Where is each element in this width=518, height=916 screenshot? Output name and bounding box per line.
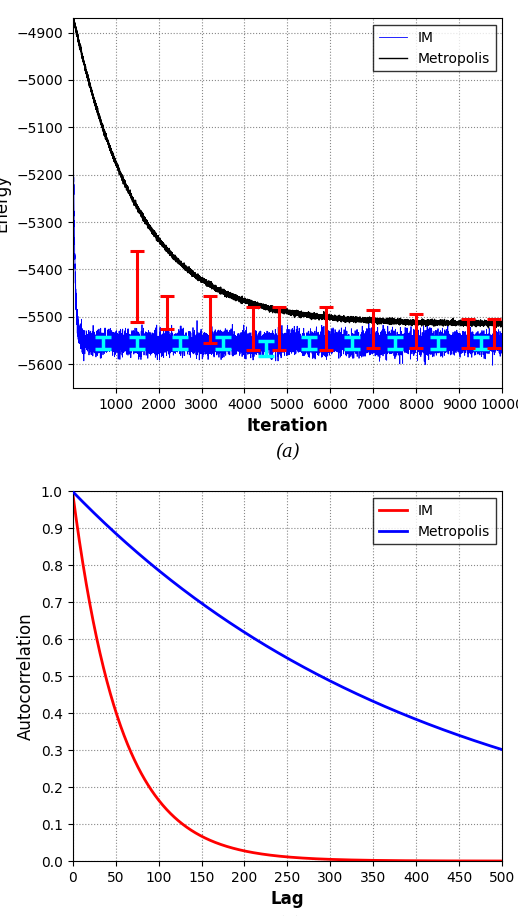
Legend: IM, Metropolis: IM, Metropolis bbox=[373, 498, 496, 544]
IM bbox=[87, 335, 93, 346]
Metropolis bbox=[156, 566, 163, 577]
Metropolis bbox=[280, 306, 286, 317]
X-axis label: Lag: Lag bbox=[271, 890, 304, 909]
Metropolis bbox=[69, 485, 76, 496]
Y-axis label: Autocorrelation: Autocorrelation bbox=[17, 613, 35, 740]
Legend: IM, Metropolis: IM, Metropolis bbox=[373, 26, 496, 71]
Metropolis bbox=[420, 716, 426, 727]
IM bbox=[490, 360, 496, 371]
Y-axis label: Energy: Energy bbox=[0, 174, 10, 232]
IM bbox=[280, 336, 286, 347]
Metropolis bbox=[405, 711, 411, 722]
IM bbox=[450, 856, 456, 867]
IM bbox=[477, 338, 483, 349]
IM bbox=[499, 856, 506, 867]
IM bbox=[69, 485, 76, 496]
IM bbox=[71, 237, 78, 248]
IM bbox=[69, 14, 76, 25]
X-axis label: Iteration: Iteration bbox=[247, 417, 328, 435]
Metropolis bbox=[95, 108, 102, 119]
Line: IM: IM bbox=[73, 491, 502, 861]
IM bbox=[420, 856, 426, 867]
Metropolis bbox=[499, 320, 506, 331]
IM bbox=[154, 338, 160, 349]
Line: Metropolis: Metropolis bbox=[73, 491, 502, 749]
IM bbox=[405, 856, 411, 867]
Metropolis bbox=[154, 232, 160, 243]
Metropolis bbox=[69, 7, 76, 18]
Metropolis bbox=[69, 9, 76, 20]
Metropolis bbox=[88, 82, 94, 93]
Metropolis bbox=[477, 319, 483, 330]
Text: (a): (a) bbox=[275, 443, 300, 462]
Metropolis bbox=[71, 16, 78, 27]
Metropolis bbox=[450, 727, 456, 738]
IM bbox=[96, 642, 102, 653]
Line: Metropolis: Metropolis bbox=[73, 13, 502, 328]
Metropolis bbox=[96, 512, 102, 523]
IM bbox=[156, 796, 163, 807]
Line: IM: IM bbox=[73, 19, 502, 365]
Metropolis bbox=[478, 737, 484, 748]
IM bbox=[95, 340, 102, 351]
IM bbox=[499, 333, 506, 344]
Metropolis bbox=[485, 322, 492, 333]
IM bbox=[478, 856, 484, 867]
Metropolis bbox=[499, 744, 506, 755]
